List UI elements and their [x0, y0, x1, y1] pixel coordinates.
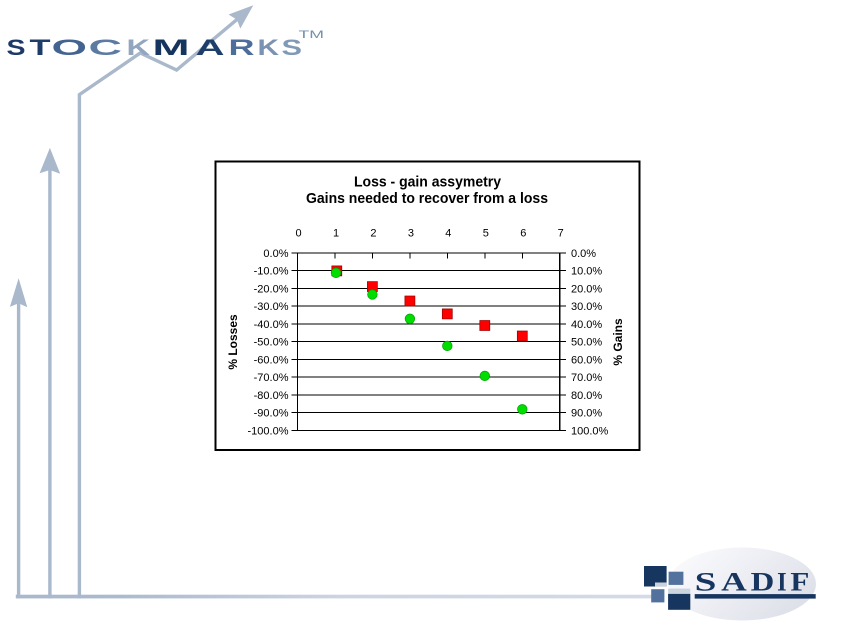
- svg-text:-30.0%: -30.0%: [254, 301, 289, 313]
- svg-text:-10.0%: -10.0%: [254, 266, 289, 278]
- svg-text:S: S: [7, 35, 26, 60]
- svg-text:M: M: [153, 35, 190, 60]
- svg-text:I: I: [777, 568, 787, 597]
- svg-text:-80.0%: -80.0%: [254, 390, 289, 402]
- svg-text:% Losses: % Losses: [226, 314, 240, 370]
- svg-text:-40.0%: -40.0%: [254, 319, 289, 331]
- svg-text:-100.0%: -100.0%: [248, 425, 289, 437]
- svg-text:% Gains: % Gains: [611, 318, 625, 366]
- svg-text:5: 5: [483, 228, 489, 240]
- svg-text:-50.0%: -50.0%: [254, 337, 289, 349]
- svg-text:40.0%: 40.0%: [571, 319, 602, 331]
- svg-text:70.0%: 70.0%: [571, 372, 602, 384]
- svg-text:6: 6: [520, 228, 526, 240]
- svg-text:K: K: [258, 35, 280, 60]
- svg-text:T: T: [30, 35, 51, 60]
- svg-text:2: 2: [370, 228, 376, 240]
- svg-text:30.0%: 30.0%: [571, 301, 602, 313]
- svg-text:90.0%: 90.0%: [571, 408, 602, 420]
- svg-text:80.0%: 80.0%: [571, 390, 602, 402]
- svg-text:20.0%: 20.0%: [571, 283, 602, 295]
- svg-text:-90.0%: -90.0%: [254, 408, 289, 420]
- svg-text:C: C: [89, 35, 123, 60]
- svg-text:K: K: [127, 35, 152, 60]
- svg-text:10.0%: 10.0%: [571, 266, 602, 278]
- svg-text:100.0%: 100.0%: [571, 425, 609, 437]
- svg-text:-20.0%: -20.0%: [254, 283, 289, 295]
- svg-text:D: D: [751, 568, 775, 597]
- svg-text:50.0%: 50.0%: [571, 337, 602, 349]
- svg-text:Loss - gain assymetry: Loss - gain assymetry: [354, 174, 502, 191]
- svg-text:-60.0%: -60.0%: [254, 354, 289, 366]
- svg-text:7: 7: [558, 228, 564, 240]
- svg-text:60.0%: 60.0%: [571, 354, 602, 366]
- svg-text:TM: TM: [299, 29, 325, 41]
- svg-text:A: A: [196, 35, 225, 60]
- svg-text:S: S: [282, 35, 303, 60]
- svg-text:F: F: [790, 568, 809, 597]
- svg-text:0.0%: 0.0%: [263, 248, 288, 260]
- svg-text:0: 0: [295, 228, 301, 240]
- svg-text:-70.0%: -70.0%: [254, 372, 289, 384]
- svg-text:3: 3: [408, 228, 414, 240]
- svg-text:R: R: [229, 35, 255, 60]
- svg-text:1: 1: [333, 228, 339, 240]
- svg-text:Gains needed to recover from a: Gains needed to recover from a loss: [306, 190, 548, 207]
- svg-text:0.0%: 0.0%: [571, 248, 596, 260]
- svg-text:O: O: [52, 35, 88, 60]
- svg-text:A: A: [721, 568, 747, 597]
- svg-text:S: S: [695, 568, 717, 597]
- svg-text:4: 4: [445, 228, 451, 240]
